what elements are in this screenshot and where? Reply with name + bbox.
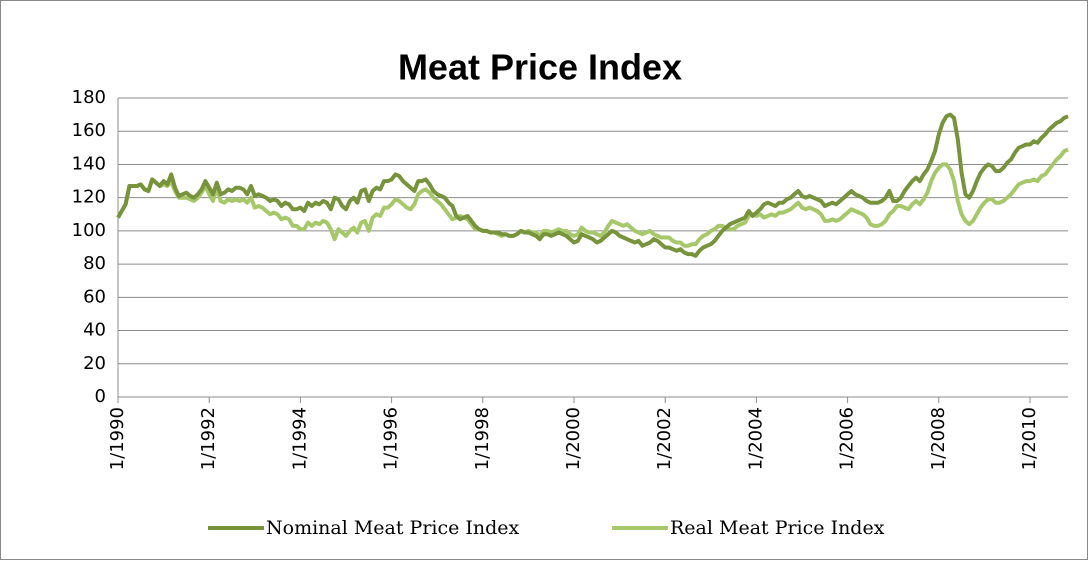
x-tick-label: 1/2004 — [745, 407, 766, 470]
y-tick-label: 180 — [72, 87, 106, 108]
y-tick-label: 140 — [72, 153, 106, 174]
y-tick-label: 40 — [83, 320, 106, 341]
y-tick-label: 20 — [83, 353, 106, 374]
y-tick-label: 160 — [72, 120, 106, 141]
x-tick-label: 1/2006 — [837, 407, 858, 470]
x-tick-label: 1/2000 — [563, 407, 584, 470]
y-tick-label: 100 — [72, 220, 106, 241]
x-tick-label: 1/2008 — [928, 407, 949, 470]
y-tick-label: 60 — [83, 286, 106, 307]
chart-title: Meat Price Index — [398, 47, 682, 88]
x-tick-label: 1/1996 — [381, 407, 402, 470]
x-tick-label: 1/1998 — [472, 407, 493, 470]
legend-label: Nominal Meat Price Index — [266, 517, 520, 539]
x-tick-label: 1/1992 — [198, 407, 219, 470]
legend-label: Real Meat Price Index — [670, 517, 885, 539]
y-tick-label: 120 — [72, 187, 106, 208]
x-tick-label: 1/2002 — [654, 407, 675, 470]
y-tick-label: 0 — [95, 386, 106, 407]
series-line — [116, 147, 1069, 248]
x-tick-label: 1/2010 — [1019, 407, 1040, 470]
y-tick-label: 80 — [83, 253, 106, 274]
x-tick-label: 1/1990 — [107, 407, 128, 470]
series-line — [116, 112, 1069, 258]
x-tick-label: 1/1994 — [289, 407, 310, 470]
